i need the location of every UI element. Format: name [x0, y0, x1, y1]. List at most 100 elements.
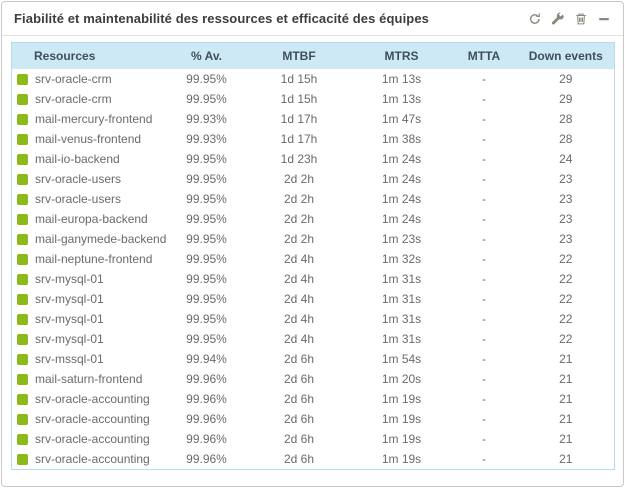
down-events-value: 22 — [559, 292, 573, 306]
resource-name: srv-oracle-users — [35, 191, 122, 206]
resource-cell: srv-oracle-crm — [12, 89, 172, 109]
table-row[interactable]: srv-oracle-crm 99.95% 1d 15h 1m 13s - 29 — [12, 89, 615, 109]
resource-cell: srv-mysql-01 — [12, 309, 172, 329]
down-events-value: 23 — [559, 212, 573, 226]
resource-cell: mail-neptune-frontend — [12, 249, 172, 269]
column-header-mtbf: MTBF — [241, 42, 357, 69]
down-events-value: 29 — [559, 72, 573, 86]
mtrs-value: 1m 47s — [381, 112, 422, 126]
mtrs-value: 1m 19s — [381, 452, 422, 466]
table-row[interactable]: srv-mysql-01 99.95% 2d 4h 1m 31s - 22 — [12, 269, 615, 289]
status-ok-icon — [17, 333, 28, 345]
table-row[interactable]: mail-venus-frontend 99.93% 1d 17h 1m 38s… — [12, 129, 615, 149]
table-row[interactable]: srv-oracle-accounting 99.96% 2d 6h 1m 19… — [12, 429, 615, 449]
status-ok-icon — [17, 233, 28, 245]
availability-value: 99.96% — [186, 392, 227, 406]
mtta-value: - — [482, 312, 486, 326]
table-row[interactable]: srv-oracle-accounting 99.96% 2d 6h 1m 19… — [12, 449, 615, 470]
mtrs-value: 1m 24s — [381, 192, 422, 206]
resource-name: mail-neptune-frontend — [35, 251, 153, 266]
mtbf-value: 1d 15h — [280, 72, 318, 86]
resource-cell: srv-mysql-01 — [12, 329, 172, 349]
table-row[interactable]: mail-neptune-frontend 99.95% 2d 4h 1m 32… — [12, 249, 615, 269]
resource-cell: mail-venus-frontend — [12, 129, 172, 149]
mtrs-value: 1m 13s — [381, 72, 422, 86]
down-events-value: 23 — [559, 172, 573, 186]
availability-value: 99.95% — [186, 272, 227, 286]
down-events-value: 21 — [559, 372, 573, 386]
status-ok-icon — [17, 313, 28, 325]
resource-name: srv-mysql-01 — [35, 331, 104, 346]
availability-value: 99.95% — [186, 72, 227, 86]
status-ok-icon — [17, 353, 28, 365]
status-ok-icon — [17, 373, 28, 385]
mtbf-value: 2d 4h — [283, 292, 315, 306]
mtta-value: - — [482, 332, 486, 346]
resource-name: srv-mysql-01 — [35, 271, 104, 286]
table-row[interactable]: srv-oracle-users 99.95% 2d 2h 1m 24s - 2… — [12, 189, 615, 209]
mtbf-value: 1d 15h — [280, 92, 318, 106]
resource-cell: mail-mercury-frontend — [12, 109, 172, 129]
mtrs-value: 1m 31s — [381, 332, 422, 346]
trash-icon[interactable] — [573, 11, 588, 26]
resource-name: srv-oracle-accounting — [35, 431, 150, 446]
mtrs-value: 1m 19s — [381, 412, 422, 426]
mtbf-value: 2d 2h — [283, 212, 315, 226]
down-events-value: 24 — [559, 152, 573, 166]
table-row[interactable]: srv-oracle-accounting 99.96% 2d 6h 1m 19… — [12, 389, 615, 409]
table-row[interactable]: mail-saturn-frontend 99.96% 2d 6h 1m 20s… — [12, 369, 615, 389]
down-events-value: 23 — [559, 192, 573, 206]
table-row[interactable]: srv-mysql-01 99.95% 2d 4h 1m 31s - 22 — [12, 309, 615, 329]
mtrs-value: 1m 31s — [381, 272, 422, 286]
mtta-value: - — [482, 92, 486, 106]
table-body: srv-oracle-crm 99.95% 1d 15h 1m 13s - 29… — [12, 69, 615, 470]
refresh-icon[interactable] — [527, 11, 542, 26]
availability-value: 99.95% — [186, 312, 227, 326]
table-header-row: Resources % Av. MTBF MTRS MTTA Down even… — [11, 42, 615, 69]
mtbf-value: 2d 6h — [283, 392, 315, 406]
status-ok-icon — [17, 273, 28, 285]
column-header-mtrs: MTRS — [356, 42, 447, 69]
availability-value: 99.93% — [186, 112, 227, 126]
resource-name: mail-io-backend — [35, 151, 120, 166]
resource-cell: srv-oracle-accounting — [12, 429, 172, 449]
table-row[interactable]: mail-europa-backend 99.95% 2d 2h 1m 24s … — [12, 209, 615, 229]
table-row[interactable]: mail-ganymede-backend 99.95% 2d 2h 1m 23… — [12, 229, 615, 249]
table-row[interactable]: srv-mysql-01 99.95% 2d 4h 1m 31s - 22 — [12, 329, 615, 349]
mtbf-value: 2d 6h — [283, 352, 315, 366]
column-header-resources: Resources — [11, 42, 172, 69]
widget-toolbar — [527, 11, 611, 26]
status-ok-icon — [17, 173, 28, 185]
column-header-down-events: Down events — [521, 42, 615, 69]
down-events-value: 21 — [559, 412, 573, 426]
column-header-availability: % Av. — [171, 42, 242, 69]
table-row[interactable]: srv-oracle-accounting 99.96% 2d 6h 1m 19… — [12, 409, 615, 429]
column-header-mtta: MTTA — [446, 42, 522, 69]
resource-name: mail-saturn-frontend — [35, 371, 143, 386]
mtrs-value: 1m 54s — [381, 352, 422, 366]
mtbf-value: 1d 17h — [280, 132, 318, 146]
mtrs-value: 1m 24s — [381, 172, 422, 186]
table-row[interactable]: srv-oracle-crm 99.95% 1d 15h 1m 13s - 29 — [12, 69, 615, 89]
wrench-icon[interactable] — [550, 11, 565, 26]
resource-cell: mail-saturn-frontend — [12, 369, 172, 389]
mtbf-value: 2d 4h — [283, 332, 315, 346]
mtta-value: - — [482, 132, 486, 146]
mtbf-value: 2d 4h — [283, 272, 315, 286]
resource-cell: srv-oracle-crm — [12, 69, 172, 89]
status-ok-icon — [17, 453, 28, 465]
availability-value: 99.96% — [186, 412, 227, 426]
table-row[interactable]: srv-mssql-01 99.94% 2d 6h 1m 54s - 21 — [12, 349, 615, 369]
availability-value: 99.96% — [186, 372, 227, 386]
table-row[interactable]: mail-mercury-frontend 99.93% 1d 17h 1m 4… — [12, 109, 615, 129]
table-row[interactable]: mail-io-backend 99.95% 1d 23h 1m 24s - 2… — [12, 149, 615, 169]
mtbf-value: 2d 6h — [283, 452, 315, 466]
resource-name: srv-mysql-01 — [35, 291, 104, 306]
table-row[interactable]: srv-oracle-users 99.95% 2d 2h 1m 24s - 2… — [12, 169, 615, 189]
mtta-value: - — [482, 192, 486, 206]
table-row[interactable]: srv-mysql-01 99.95% 2d 4h 1m 31s - 22 — [12, 289, 615, 309]
down-events-value: 28 — [559, 132, 573, 146]
down-events-value: 22 — [559, 332, 573, 346]
collapse-icon[interactable] — [596, 11, 611, 26]
